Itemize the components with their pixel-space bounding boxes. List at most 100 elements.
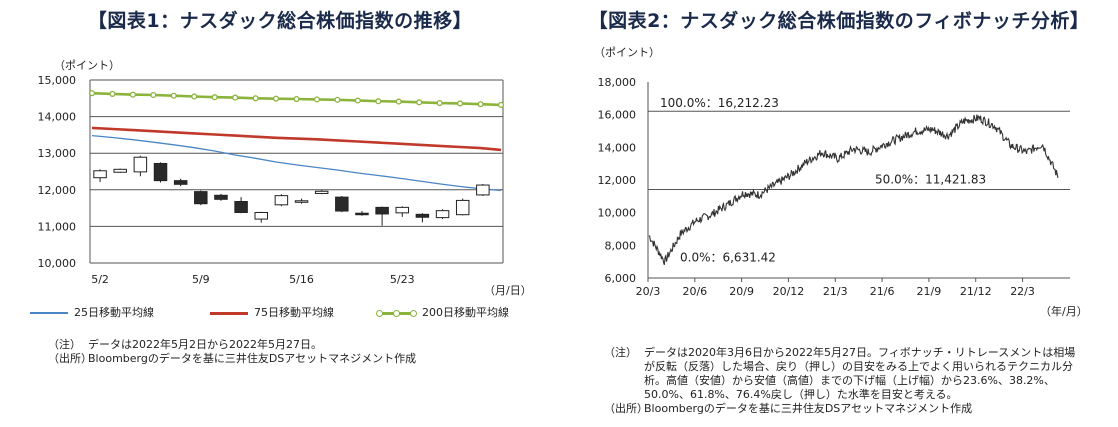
y-tick-label: 13,000: [38, 147, 77, 160]
nasdaq-fibonacci-chart: 6,000 8,000 10,000 12,000 14,000 16,000 18,000…: [598, 76, 1070, 298]
x-tick-label: 20/9: [729, 285, 754, 298]
chart-title: 【図表1：ナスダック総合株価指数の推移】: [87, 10, 473, 32]
ma200-marker: [313, 96, 321, 103]
ma25-line: [91, 134, 502, 192]
candle-body: [173, 180, 188, 185]
candle-body: [254, 211, 268, 220]
y-tick-label: 16,000: [598, 109, 637, 122]
x-tick-label: 5/9: [192, 273, 210, 286]
chart-title: 【図表2：ナスダック総合株価指数のフィボナッチ分析】: [588, 10, 1090, 32]
legend-item-200d: 200日移動平均線: [376, 304, 509, 320]
candle-body: [113, 168, 127, 173]
y-tick-label: 12,000: [38, 184, 77, 197]
ma200-marker: [293, 95, 300, 103]
note-key: （注）: [48, 338, 81, 351]
chart-notes: （注） データは2020年3月6日から2022年5月27日。フィボナッチ・リトレ…: [604, 346, 1082, 416]
fibonacci-level-label: 0.0%：6,631.42: [680, 251, 776, 265]
chart-panel-1: 【図表1：ナスダック総合株価指数の推移】 （ポイント） 10,000 11,000…: [30, 10, 550, 366]
ma200-marker: [436, 100, 443, 107]
y-tick-label: 14,000: [598, 141, 637, 154]
ma200-marker: [232, 94, 239, 101]
x-tick-label: 21/6: [870, 285, 895, 298]
x-tick-label: 21/12: [960, 285, 992, 298]
legend-label: 25日移動平均線: [74, 306, 154, 319]
candle-body: [153, 162, 168, 182]
legend-swatch-75d: [210, 311, 248, 315]
candle-body: [435, 210, 450, 219]
candle-body: [375, 206, 389, 215]
ma200-marker: [170, 92, 177, 99]
x-axis-unit: （年/月）: [1040, 305, 1088, 318]
note-key: （出所）: [48, 352, 92, 365]
note-text: データは2020年3月6日から2022年5月27日。フィボナッチ・リトレースメン…: [644, 346, 1076, 401]
legend-item-25d: 25日移動平均線: [30, 304, 154, 320]
note-row: （出所） Bloombergのデータを基に三井住友DSアセットマネジメント作成: [48, 352, 548, 366]
chart-legend: 25日移動平均線 75日移動平均線 200日移動平均線: [30, 304, 550, 324]
candle-body: [93, 170, 107, 179]
y-tick-label: 18,000: [598, 76, 637, 89]
y-axis-unit: （ポイント）: [54, 59, 120, 72]
candle-body: [274, 195, 289, 206]
fibonacci-level-label: 100.0%：16,212.23: [660, 96, 779, 110]
candle-body: [314, 190, 329, 194]
candle-body: [415, 213, 430, 218]
ma200-marker: [457, 100, 464, 107]
ma200-marker: [191, 93, 198, 100]
candle-body: [234, 201, 248, 213]
candle-body: [355, 212, 369, 216]
ma200-marker: [150, 91, 157, 99]
x-tick-label: 20/12: [773, 285, 805, 298]
chart-panel-2: 【図表2：ナスダック総合株価指数のフィボナッチ分析】 （ポイント） 6,000 8…: [560, 0, 1118, 427]
candle-body: [294, 200, 309, 203]
legend-label: 75日移動平均線: [254, 306, 334, 319]
x-tick-label: 20/3: [636, 285, 661, 298]
chart-notes: （注） データは2022年5月2日から2022年5月27日。 （出所） Bloo…: [48, 338, 548, 366]
ma200-marker: [252, 95, 259, 102]
legend-swatch-200d: [376, 309, 417, 317]
candle-body: [133, 156, 148, 173]
y-tick-label: 14,000: [38, 111, 77, 124]
ma200-marker: [395, 98, 402, 105]
y-tick-label: 12,000: [598, 174, 637, 187]
ma75-line: [91, 126, 502, 152]
x-tick-label: 21/9: [917, 285, 942, 298]
x-tick-label: 21/3: [823, 285, 848, 298]
price-line: [648, 114, 1059, 265]
nasdaq-candlestick-chart: 10,000 11,000 12,000 13,000 14,000 15,000 5/2 5…: [38, 74, 505, 286]
ma200-marker: [88, 90, 96, 97]
x-tick-label: 22/3: [1010, 285, 1035, 298]
ma200-marker: [272, 95, 280, 102]
note-text: Bloombergのデータを基に三井住友DSアセットマネジメント作成: [88, 352, 417, 365]
x-tick-label: 5/23: [390, 273, 415, 286]
ma200-marker: [354, 97, 361, 104]
y-tick-label: 8,000: [605, 239, 637, 252]
ma200-marker: [375, 98, 382, 105]
y-axis-unit: （ポイント）: [594, 46, 660, 59]
note-row: （注） データは2022年5月2日から2022年5月27日。: [48, 338, 548, 352]
x-tick-label: 5/16: [289, 273, 314, 286]
ma200-marker: [334, 96, 341, 103]
candle-body: [214, 194, 228, 200]
candle-body: [194, 191, 208, 205]
ma200-marker: [109, 90, 116, 97]
note-row: （出所） Bloombergのデータを基に三井住友DSアセットマネジメント作成: [604, 402, 1082, 416]
x-tick-label: 5/2: [91, 273, 109, 286]
ma200-marker: [416, 99, 423, 106]
legend-label: 200日移動平均線: [422, 306, 509, 319]
note-key: （注）: [604, 346, 637, 359]
legend-item-75d: 75日移動平均線: [210, 304, 334, 320]
note-key: （出所）: [604, 402, 648, 415]
note-row: （注） データは2020年3月6日から2022年5月27日。フィボナッチ・リトレ…: [604, 346, 1082, 402]
x-axis-unit: （月/日）: [484, 284, 532, 297]
candle-body: [476, 184, 490, 196]
candle-body: [455, 199, 470, 216]
ma200-marker: [477, 101, 484, 108]
legend-swatch-25d: [30, 312, 68, 314]
x-tick-label: 20/6: [682, 285, 707, 298]
note-text: Bloombergのデータを基に三井住友DSアセットマネジメント作成: [644, 402, 973, 415]
fibonacci-level-label: 50.0%：11,421.83: [875, 172, 986, 186]
y-tick-label: 15,000: [38, 74, 77, 87]
y-tick-label: 6,000: [605, 272, 637, 285]
candle-body: [335, 196, 349, 212]
ma200-marker: [497, 101, 505, 108]
